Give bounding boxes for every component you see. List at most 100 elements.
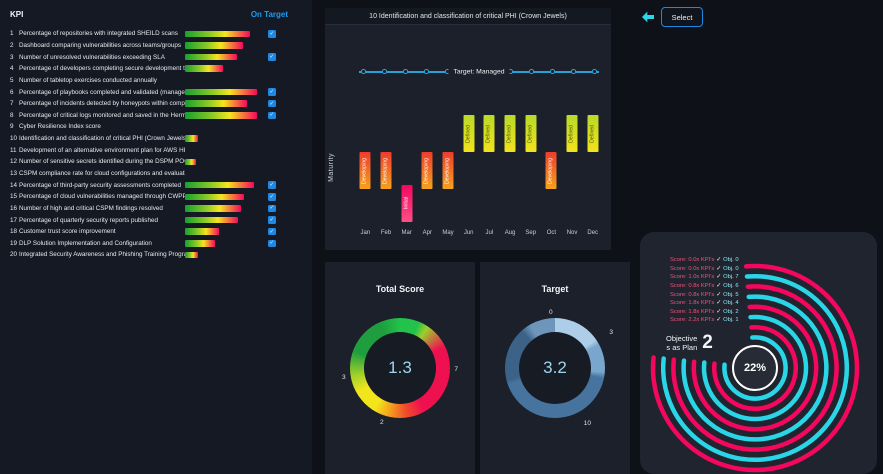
on-target-checkbox[interactable]: ✓ xyxy=(268,53,276,61)
total-score-title: Total Score xyxy=(375,284,425,294)
kpi-score-bar-fill xyxy=(185,181,254,189)
legend-score: Score: 1.0x KPI's xyxy=(670,274,715,281)
kpi-row[interactable]: 15 Percentage of cloud vulnerabilities ma… xyxy=(10,191,302,203)
kpi-row[interactable]: 4 Percentage of developers completing sec… xyxy=(10,63,302,75)
kpi-row[interactable]: 18 Customer trust score improvement ✓ xyxy=(10,226,302,238)
on-target-checkbox[interactable]: ✓ xyxy=(268,99,276,108)
kpi-label: DLP Solution Implementation and Configur… xyxy=(19,239,152,247)
on-target-checkbox[interactable] xyxy=(268,123,276,131)
check-icon: ✓ xyxy=(716,291,722,298)
maturity-bar[interactable]: Defined xyxy=(566,115,578,152)
on-target-checkbox[interactable] xyxy=(268,158,276,166)
objectives-legend: Score: 0.0x KPI's ✓ Obj. 0 Score: 0.0x KPI'… xyxy=(670,256,739,325)
kpi-row[interactable]: 2 Dashboard comparing vulnerabilities acr… xyxy=(10,40,302,52)
maturity-bar[interactable]: Developing xyxy=(359,152,371,189)
gauge-tick: 2 xyxy=(380,419,384,426)
target-dot xyxy=(361,69,366,74)
back-arrow-icon[interactable] xyxy=(640,9,656,25)
legend-row: Score: 0.8x KPI's ✓ Obj. 5 xyxy=(670,290,739,299)
maturity-bar[interactable]: Defined xyxy=(483,115,495,152)
on-target-checkbox[interactable]: ✓ xyxy=(268,204,276,213)
kpi-score-bar xyxy=(185,158,259,166)
kpi-label: Development of an alternative environmen… xyxy=(19,146,185,154)
kpi-number: 14 xyxy=(10,181,18,189)
select-button[interactable]: Select xyxy=(661,7,703,27)
month-axis-label: Apr xyxy=(422,230,433,236)
on-target-checkbox[interactable] xyxy=(268,135,276,143)
on-target-checkbox[interactable] xyxy=(268,251,276,259)
on-target-checkbox[interactable]: ✓ xyxy=(268,88,276,96)
kpi-row[interactable]: 3 Number of unresolved vulnerabilities ex… xyxy=(10,51,302,63)
on-target-checkbox[interactable] xyxy=(268,77,276,85)
kpi-label: Number of high and critical CSPM finding… xyxy=(19,204,163,212)
on-target-checkbox[interactable] xyxy=(268,146,276,154)
total-score-value: 1.3 xyxy=(364,332,436,404)
maturity-bar[interactable]: Developing xyxy=(442,152,454,189)
kpi-row[interactable]: 19 DLP Solution Implementation and Config… xyxy=(10,238,302,250)
maturity-bar[interactable]: Defined xyxy=(463,115,475,152)
on-target-checkbox[interactable]: ✓ xyxy=(268,227,276,236)
maturity-bar[interactable]: Defined xyxy=(587,115,599,152)
maturity-bar-label: Initial xyxy=(403,197,410,210)
check-icon: ✓ xyxy=(716,300,722,307)
kpi-row[interactable]: 5 Number of tabletop exercises conducted … xyxy=(10,75,302,87)
kpi-row[interactable]: 14 Percentage of third-party security ass… xyxy=(10,179,302,191)
kpi-score-bar xyxy=(185,42,259,49)
kpi-number: 5 xyxy=(10,76,14,84)
kpi-label: Percentage of quarterly security reports… xyxy=(19,216,158,224)
kpi-row[interactable]: 6 Percentage of playbooks completed and v… xyxy=(10,86,302,98)
kpi-number: 13 xyxy=(10,170,18,177)
gauge-tick: 3 xyxy=(342,374,346,381)
kpi-row[interactable]: 8 Percentage of critical logs monitored a… xyxy=(10,109,302,121)
month-axis-label: Feb xyxy=(380,230,392,236)
maturity-bar[interactable]: Developing xyxy=(545,152,557,189)
on-target-checkbox[interactable] xyxy=(268,65,276,73)
kpi-row[interactable]: 20 Integrated Security Awareness and Phis… xyxy=(10,249,302,261)
maturity-bar-label: Developing xyxy=(547,157,554,184)
kpi-row[interactable]: 13 CSPM compliance rate for cloud configu… xyxy=(10,168,302,180)
kpi-row[interactable]: 1 Percentage of repositories with integra… xyxy=(10,28,302,40)
maturity-bar-label: Developing xyxy=(382,157,389,184)
kpi-number: 17 xyxy=(10,216,18,224)
on-target-checkbox[interactable]: ✓ xyxy=(268,181,276,189)
on-target-checkbox[interactable]: ✓ xyxy=(268,239,276,248)
on-target-checkbox[interactable] xyxy=(268,42,276,50)
kpi-column-header: KPI xyxy=(10,10,24,19)
kpi-label: Customer trust score improvement xyxy=(19,228,116,236)
kpi-row[interactable]: 9 Cyber Resilience Index score xyxy=(10,121,302,133)
kpi-row[interactable]: 12 Number of sensitive secrets identified… xyxy=(10,156,302,168)
objective-ring xyxy=(671,284,839,452)
month-axis-label: Jul xyxy=(485,230,494,236)
maturity-bar[interactable]: Developing xyxy=(380,152,392,189)
kpi-label: Percentage of playbooks completed and va… xyxy=(19,88,185,96)
on-target-checkbox[interactable]: ✓ xyxy=(268,193,276,201)
maturity-bar[interactable]: Defined xyxy=(525,115,537,152)
kpi-score-bar xyxy=(185,112,259,119)
on-target-checkbox[interactable]: ✓ xyxy=(268,111,276,120)
target-value: 3.2 xyxy=(519,332,591,404)
kpi-score-bar xyxy=(185,77,259,84)
on-target-checkbox[interactable] xyxy=(268,170,276,178)
maturity-bar[interactable]: Developing xyxy=(421,152,433,189)
kpi-row[interactable]: 17 Percentage of quarterly security repor… xyxy=(10,214,302,226)
kpi-label: Number of tabletop exercises conducted a… xyxy=(19,76,157,84)
maturity-bar[interactable]: Defined xyxy=(504,115,516,152)
on-target-checkbox[interactable]: ✓ xyxy=(268,216,276,224)
kpi-row[interactable]: 7 Percentage of incidents detected by hon… xyxy=(10,98,302,110)
month-column: Developing Apr xyxy=(417,25,438,249)
kpi-label: Dashboard comparing vulnerabilities acro… xyxy=(19,41,182,49)
gauge-tick: 7 xyxy=(454,366,458,373)
kpi-row[interactable]: 10 Identification and classification of c… xyxy=(10,133,302,145)
kpi-score-bar-fill xyxy=(185,205,242,212)
kpi-score-bar xyxy=(185,170,259,177)
maturity-bar[interactable]: Initial xyxy=(401,185,413,222)
month-columns: Developing Jan Developing Feb Initial Mar Deve… xyxy=(355,25,603,249)
gauge-tick: 10 xyxy=(583,420,591,427)
kpi-score-bar-fill xyxy=(185,216,239,224)
kpi-row[interactable]: 11 Development of an alternative environm… xyxy=(10,144,302,156)
on-target-checkbox[interactable]: ✓ xyxy=(268,30,276,38)
month-column: Defined Sep xyxy=(520,25,541,249)
kpi-score-bar-fill xyxy=(185,53,237,61)
kpi-row[interactable]: 16 Number of high and critical CSPM findi… xyxy=(10,203,302,215)
check-icon: ✓ xyxy=(716,274,722,281)
